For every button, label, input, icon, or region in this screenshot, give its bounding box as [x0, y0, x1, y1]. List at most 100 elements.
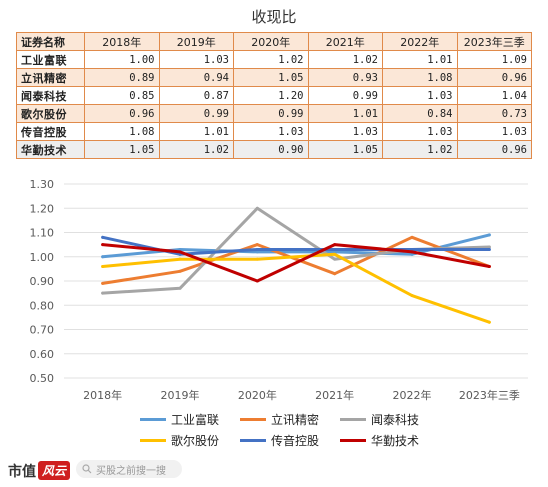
value-cell: 0.96	[456, 68, 532, 87]
company-name-cell: 华勤技术	[16, 140, 85, 159]
y-tick-label: 1.30	[30, 178, 55, 191]
data-table: 证券名称 2018年 2019年 2020年 2021年 2022年 2023年…	[16, 32, 532, 159]
y-tick-label: 0.60	[30, 348, 55, 361]
value-cell: 1.02	[233, 50, 309, 69]
value-cell: 0.96	[456, 140, 532, 159]
data-point	[487, 264, 491, 268]
data-point	[101, 255, 105, 259]
legend-label: 闻泰科技	[371, 413, 420, 427]
y-tick-label: 1.20	[30, 202, 55, 215]
table-row: 传音控股 1.08 1.01 1.03 1.03 1.03 1.03	[16, 122, 532, 141]
value-cell: 1.03	[456, 122, 532, 141]
y-tick-label: 0.70	[30, 324, 55, 337]
legend-label: 立讯精密	[271, 413, 320, 427]
legend-swatch	[240, 418, 266, 421]
legend-label: 传音控股	[271, 434, 320, 448]
value-cell: 0.89	[84, 68, 160, 87]
data-point	[333, 257, 337, 261]
data-point	[255, 250, 259, 254]
x-tick-label: 2023年三季	[459, 388, 520, 402]
legend-item: 闻泰科技	[340, 411, 440, 428]
value-cell: 0.94	[158, 68, 234, 87]
company-name-cell: 闻泰科技	[16, 86, 85, 105]
value-cell: 1.05	[307, 140, 383, 159]
legend-item: 立讯精密	[240, 411, 340, 428]
legend-label: 歌尔股份	[171, 434, 220, 448]
line-chart: 0.50 0.60 0.70 0.80 0.90 1.00 1.10 1.20 1.30 2018…	[30, 178, 528, 402]
company-name-cell: 立讯精密	[16, 68, 85, 87]
table-header-row: 证券名称 2018年 2019年 2020年 2021年 2022年 2023年…	[16, 32, 532, 51]
y-tick-label: 1.10	[30, 227, 55, 240]
brand-logo-badge: 风云	[38, 461, 71, 480]
data-point	[255, 243, 259, 247]
value-cell: 1.01	[158, 122, 234, 141]
x-tick-label: 2019年	[161, 388, 200, 402]
data-point	[487, 247, 491, 251]
value-cell: 1.08	[84, 122, 160, 141]
legend-swatch	[140, 439, 166, 442]
search-box[interactable]: 买股之前搜一搜	[76, 460, 182, 478]
legend-item: 工业富联	[140, 411, 240, 428]
data-point	[101, 243, 105, 247]
x-tick-label: 2020年	[238, 388, 277, 402]
data-point	[101, 281, 105, 285]
data-point	[178, 247, 182, 251]
value-cell: 1.20	[233, 86, 309, 105]
data-point	[255, 206, 259, 210]
x-tick-label: 2021年	[315, 388, 354, 402]
legend-label: 华勤技术	[371, 434, 420, 448]
table-year-header: 2021年	[307, 32, 383, 51]
table-row: 华勤技术 1.05 1.02 0.90 1.05 1.02 0.96	[16, 140, 532, 159]
value-cell: 1.02	[158, 140, 234, 159]
search-placeholder: 买股之前搜一搜	[96, 465, 166, 477]
company-name-cell: 歌尔股份	[16, 104, 85, 123]
series-line	[101, 252, 491, 324]
data-point	[487, 233, 491, 237]
data-point	[487, 320, 491, 324]
table-year-header: 2018年	[84, 32, 160, 51]
data-point	[101, 264, 105, 268]
value-cell: 1.05	[84, 140, 160, 159]
data-point	[178, 269, 182, 273]
value-cell: 0.87	[158, 86, 234, 105]
value-cell: 1.02	[382, 140, 458, 159]
table-year-header: 2020年	[233, 32, 309, 51]
table-corner-header: 证券名称	[16, 32, 85, 51]
legend-swatch	[340, 439, 366, 442]
legend-item: 传音控股	[240, 432, 340, 449]
value-cell: 1.01	[307, 104, 383, 123]
value-cell: 0.99	[307, 86, 383, 105]
legend-swatch	[140, 418, 166, 421]
data-point	[255, 257, 259, 261]
value-cell: 1.02	[307, 50, 383, 69]
data-point	[178, 286, 182, 290]
value-cell: 0.90	[233, 140, 309, 159]
legend-label: 工业富联	[171, 413, 220, 427]
data-point	[410, 294, 414, 298]
value-cell: 0.84	[382, 104, 458, 123]
value-cell: 1.03	[382, 122, 458, 141]
value-cell: 1.03	[382, 86, 458, 105]
value-cell: 1.03	[307, 122, 383, 141]
data-point	[255, 279, 259, 283]
y-tick-label: 0.90	[30, 275, 55, 288]
company-name-cell: 传音控股	[16, 122, 85, 141]
value-cell: 1.00	[84, 50, 160, 69]
data-point	[178, 250, 182, 254]
series-line	[101, 235, 491, 285]
table-row: 工业富联 1.00 1.03 1.02 1.02 1.01 1.09	[16, 50, 532, 69]
value-cell: 0.93	[307, 68, 383, 87]
data-point	[410, 250, 414, 254]
table-row: 立讯精密 0.89 0.94 1.05 0.93 1.08 0.96	[16, 68, 532, 87]
data-point	[178, 257, 182, 261]
data-point	[101, 235, 105, 239]
table-row: 闻泰科技 0.85 0.87 1.20 0.99 1.03 1.04	[16, 86, 532, 105]
data-point	[410, 247, 414, 251]
footer: 市值 风云 买股之前搜一搜	[0, 455, 548, 487]
brand-logo: 市值	[8, 464, 36, 480]
table-year-header: 2019年	[158, 32, 234, 51]
data-point	[333, 252, 337, 256]
data-point	[410, 252, 414, 256]
value-cell: 1.03	[233, 122, 309, 141]
value-cell: 0.96	[84, 104, 160, 123]
